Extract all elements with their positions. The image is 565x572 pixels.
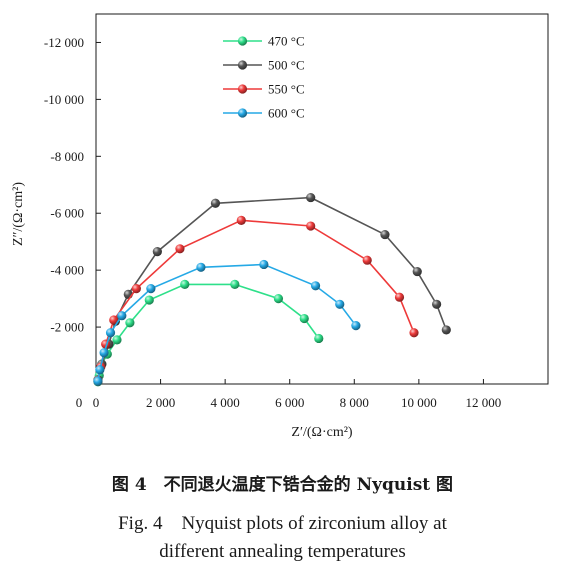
data-point (273, 294, 284, 304)
x-tick-label: 8 000 (340, 395, 369, 410)
data-point (409, 328, 419, 338)
data-point (362, 255, 372, 265)
data-point (412, 266, 422, 277)
data-point (196, 262, 206, 272)
series-group (93, 259, 361, 386)
data-point (306, 192, 316, 203)
data-point (105, 328, 116, 338)
y-tick-label: -4 000 (50, 263, 84, 278)
data-point (259, 259, 269, 270)
series-layer (93, 192, 451, 387)
legend: 470 °C 500 °C 550 °C 600 °C (223, 34, 305, 121)
x-tick-label: 2 000 (146, 395, 175, 410)
data-point (299, 313, 309, 324)
x-tick-label: 12 000 (466, 395, 502, 410)
legend-label: 600 °C (268, 106, 305, 121)
y-tick-label: -2 000 (50, 320, 84, 335)
x-tick-label: 4 000 (211, 395, 240, 410)
data-point (394, 292, 405, 302)
data-point (109, 315, 119, 325)
legend-marker (237, 84, 248, 94)
figure-caption-chinese: 图 4 不同退火温度下锆合金的 Nyquist 图 (111, 475, 454, 495)
data-point (210, 198, 221, 208)
data-point (146, 284, 156, 294)
data-point (152, 247, 162, 257)
legend-label: 500 °C (268, 58, 305, 73)
data-point (314, 333, 324, 344)
y-axis-ticks: -2 000 -4 000 -6 000 -8 000 -10 000 -12 000 0 (44, 35, 101, 410)
x-tick-label: 6 000 (275, 395, 304, 410)
data-point (175, 244, 185, 254)
x-tick-label: 0 (93, 395, 100, 410)
y-tick-label: -10 000 (44, 92, 84, 107)
legend-marker (237, 108, 248, 118)
data-point (441, 325, 451, 335)
nyquist-chart: 0 2 000 4 000 6 000 8 000 10 000 12 000 -2 000… (11, 13, 549, 440)
data-point (131, 284, 141, 294)
data-point (335, 299, 345, 309)
y-axis-title: Z″/(Ω·cm²) (11, 182, 26, 246)
legend-label: 550 °C (268, 82, 305, 97)
y-tick-label: -6 000 (50, 206, 84, 221)
data-point (93, 376, 103, 386)
y-tick-label: -12 000 (44, 35, 84, 50)
figure-caption-english-line-1: Fig. 4 Nyquist plots of zirconium alloy … (118, 513, 447, 534)
legend-marker (237, 60, 248, 70)
data-point (432, 299, 442, 309)
series-group (93, 215, 419, 386)
y-tick-label: -8 000 (50, 149, 84, 164)
data-point (112, 335, 122, 345)
data-point (125, 318, 135, 328)
series-line (97, 283, 320, 382)
data-point (99, 348, 109, 358)
data-point (380, 229, 390, 240)
data-point (230, 279, 240, 289)
plot-frame (95, 13, 549, 385)
legend-label: 470 °C (268, 34, 305, 49)
figure-caption-english-line-2: different annealing temperatures (159, 541, 406, 562)
data-point (306, 221, 316, 231)
data-point (310, 281, 321, 291)
x-axis-ticks: 0 2 000 4 000 6 000 8 000 10 000 12 000 (93, 379, 502, 410)
legend-marker (237, 36, 248, 46)
data-point (144, 295, 154, 305)
x-tick-label: 10 000 (401, 395, 437, 410)
data-point (117, 311, 127, 321)
data-point (95, 365, 105, 375)
x-axis-title: Z′/(Ω·cm²) (291, 425, 353, 440)
data-point (236, 215, 246, 225)
data-point (351, 321, 361, 331)
data-point (180, 279, 190, 289)
origin-tick-label: 0 (76, 395, 83, 410)
